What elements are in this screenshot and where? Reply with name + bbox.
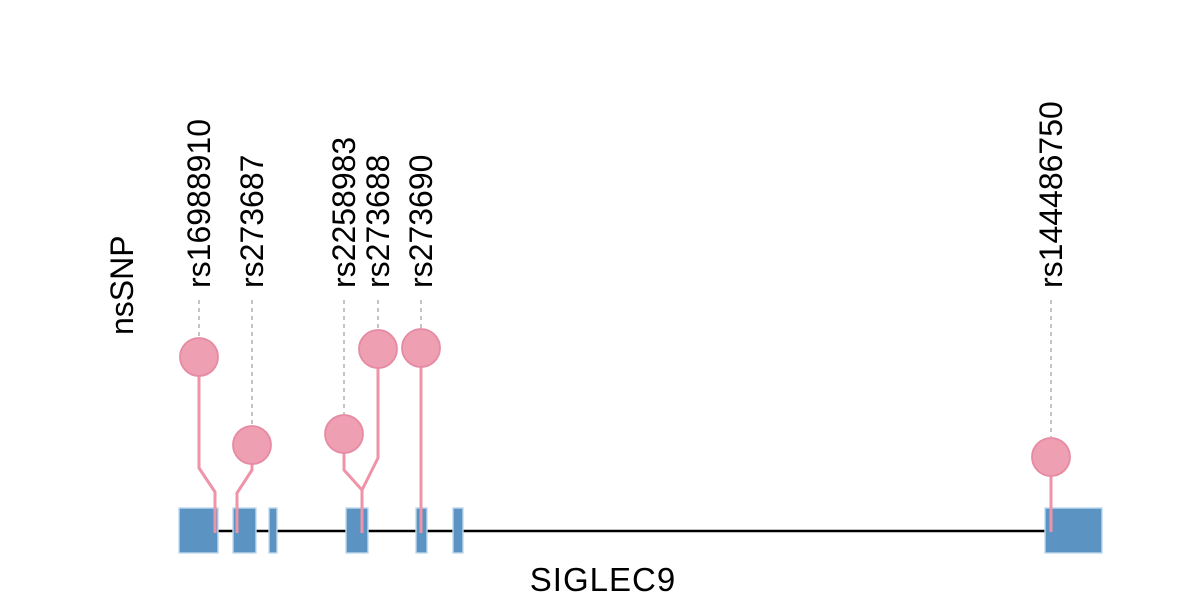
snp-circle: [179, 337, 219, 377]
snp-label: rs144486750: [1033, 101, 1069, 288]
snp-label: rs2258983: [326, 137, 362, 288]
snp-label: rs273690: [403, 155, 439, 288]
exon-6: [452, 507, 464, 554]
gene-name-label: SIGLEC9: [530, 561, 676, 598]
snp-stem: [197, 375, 217, 533]
snp-stem: [235, 463, 254, 533]
snp-label: rs273687: [234, 155, 270, 288]
track-axis-label: nsSNP: [104, 235, 140, 335]
snp-stem: [360, 367, 380, 533]
exon-1: [178, 507, 219, 554]
layer-stems: [197, 366, 1053, 533]
exon-7: [1044, 507, 1103, 554]
snp-label: rs16988910: [181, 119, 217, 288]
snp-circle: [401, 328, 441, 368]
snp-circle: [232, 425, 272, 465]
layer-leaders: [198, 300, 1052, 437]
snp-circle: [1031, 437, 1071, 477]
exon-3: [268, 507, 278, 554]
snp-circle: [324, 414, 364, 454]
snp-label: rs273688: [360, 155, 396, 288]
layer-circles: [179, 328, 1071, 477]
exon-4: [345, 507, 369, 554]
exon-2: [232, 507, 257, 554]
snp-circle: [358, 329, 398, 369]
